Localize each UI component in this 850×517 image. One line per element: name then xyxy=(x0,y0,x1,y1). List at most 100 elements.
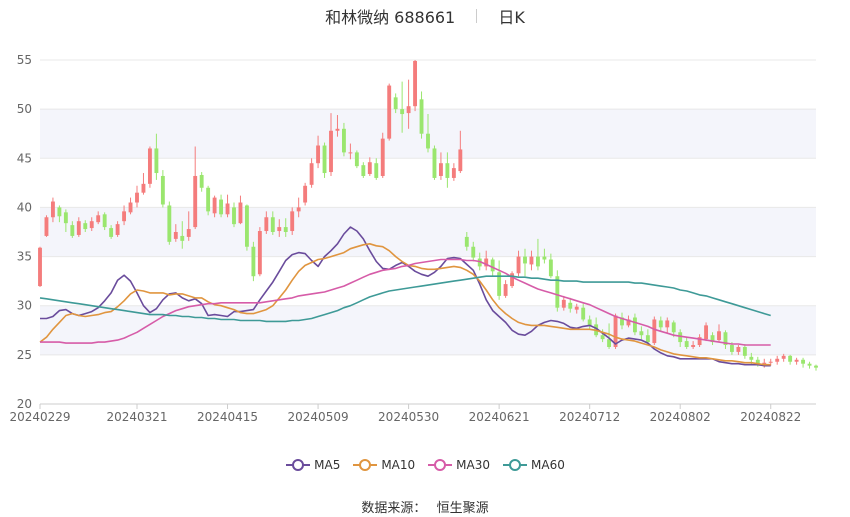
candle-body xyxy=(322,145,327,174)
candle xyxy=(691,341,696,349)
candle-body xyxy=(393,97,398,110)
candle-body xyxy=(354,152,359,167)
candle xyxy=(361,162,366,178)
candle xyxy=(122,205,127,226)
candle xyxy=(173,224,178,242)
candle-body xyxy=(426,133,430,149)
candle xyxy=(665,317,670,334)
candle-body xyxy=(600,335,605,340)
candle-body xyxy=(335,128,340,131)
candle-body xyxy=(180,235,185,241)
candle-body xyxy=(419,99,424,134)
candle-body xyxy=(147,148,152,184)
candle-body xyxy=(135,192,139,203)
candle-body xyxy=(309,163,314,185)
candle-body xyxy=(76,221,81,235)
candle-body xyxy=(613,315,618,347)
legend-marker-icon xyxy=(353,458,378,471)
candle xyxy=(510,271,515,289)
ma-line-ma60 xyxy=(39,275,771,323)
kline-chart[interactable]: 20 25 30 35 40 45 50 55 20240229 20240321 20240415… xyxy=(0,0,850,450)
candle xyxy=(458,130,463,174)
candle-body xyxy=(264,217,269,232)
legend-item-ma10[interactable]: MA10 xyxy=(352,457,415,472)
candle xyxy=(432,145,437,180)
legend: MA5 MA10 MA30 MA60 xyxy=(0,457,850,472)
candle-body xyxy=(270,217,275,232)
candle-body xyxy=(529,256,534,265)
candle-body xyxy=(807,363,812,366)
candle xyxy=(678,329,683,347)
candle-body xyxy=(128,202,133,213)
candle xyxy=(426,114,430,153)
chart-header: 和林微纳 688661 日K xyxy=(0,4,850,28)
legend-item-ma5[interactable]: MA5 xyxy=(285,457,340,472)
candle-body xyxy=(348,152,353,154)
candle-body xyxy=(484,258,489,267)
candle xyxy=(147,146,152,188)
x-tick-label: 20240530 xyxy=(378,410,439,424)
candle xyxy=(115,221,120,237)
legend-label: MA30 xyxy=(456,457,491,472)
candle xyxy=(244,204,249,251)
candle-body xyxy=(497,272,502,296)
x-tick-label: 20240415 xyxy=(197,410,258,424)
candle-body xyxy=(89,221,94,229)
candle-body xyxy=(341,128,346,153)
candle-body xyxy=(380,138,385,176)
candle xyxy=(303,182,308,206)
ma-line-ma10 xyxy=(39,243,771,366)
y-tick-label: 30 xyxy=(17,299,32,313)
plot-band xyxy=(40,305,816,355)
candle-body xyxy=(173,232,178,239)
candle xyxy=(471,241,476,262)
candle-body xyxy=(451,168,456,178)
candle xyxy=(451,163,456,181)
candle xyxy=(57,205,62,223)
candle-body xyxy=(225,203,230,215)
candle-body xyxy=(193,175,198,228)
candle-body xyxy=(251,246,256,277)
candle xyxy=(445,152,450,188)
candle xyxy=(206,185,211,216)
chart-title: 和林微纳 688661 xyxy=(325,8,456,27)
candle-body xyxy=(568,302,573,309)
candle-body xyxy=(678,332,683,343)
candle-body xyxy=(244,205,249,247)
candle xyxy=(413,60,418,112)
candle-body xyxy=(794,359,799,362)
candle-body xyxy=(775,358,780,362)
candle xyxy=(658,316,663,332)
candle xyxy=(219,194,224,218)
candle xyxy=(232,202,236,228)
candle xyxy=(135,185,139,208)
legend-item-ma30[interactable]: MA30 xyxy=(427,457,490,472)
candle xyxy=(296,197,301,218)
x-tick-label: 20240229 xyxy=(9,410,70,424)
candle-body xyxy=(212,197,217,214)
legend-item-ma60[interactable]: MA60 xyxy=(502,457,565,472)
candle xyxy=(801,357,806,368)
candle-body xyxy=(290,211,295,232)
candle xyxy=(160,170,165,208)
candle-body xyxy=(63,212,68,224)
candle-body xyxy=(303,185,308,203)
candle-body xyxy=(44,217,49,236)
candle xyxy=(419,91,424,139)
y-tick-label: 55 xyxy=(17,53,32,67)
candle xyxy=(632,313,637,336)
candle-body xyxy=(432,148,437,178)
candle xyxy=(283,218,288,237)
candle-body xyxy=(458,149,463,172)
y-tick-label: 35 xyxy=(17,250,32,264)
candle xyxy=(710,332,715,346)
candle xyxy=(316,135,321,169)
candle-body xyxy=(645,335,650,343)
candle xyxy=(581,303,586,322)
candle-body xyxy=(438,163,443,176)
candle-body xyxy=(503,284,508,296)
x-tick-label: 20240822 xyxy=(740,410,801,424)
candle-body xyxy=(581,307,586,320)
candle xyxy=(50,197,55,223)
